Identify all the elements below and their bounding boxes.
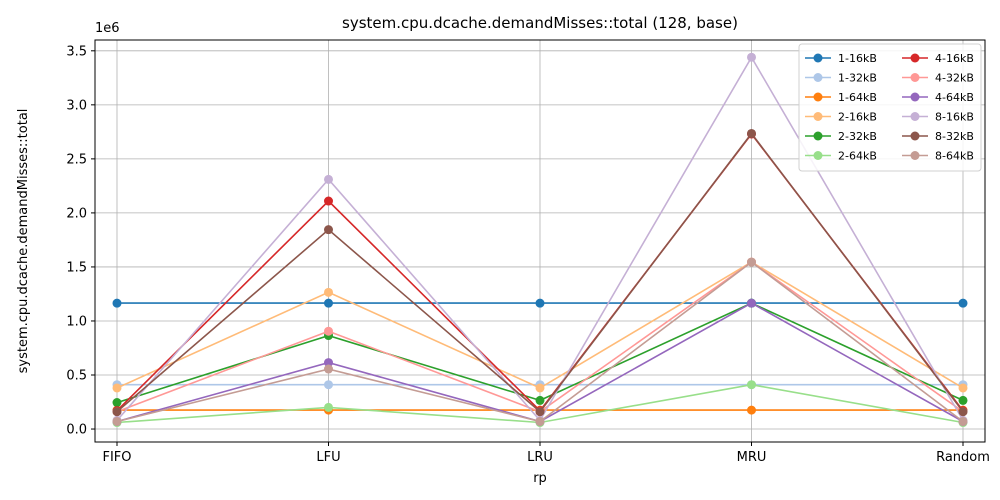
data-point xyxy=(324,298,333,308)
data-point xyxy=(747,405,756,415)
y-tick-label: 3.5 xyxy=(66,44,87,59)
legend-label: 4-64kB xyxy=(935,91,974,104)
data-point xyxy=(958,407,968,417)
series-1-16kB xyxy=(112,298,968,308)
legend-label: 8-64kB xyxy=(935,150,974,163)
x-tick-label: FIFO xyxy=(102,450,131,465)
data-point xyxy=(535,416,545,426)
y-tick-label: 2.0 xyxy=(66,206,87,221)
data-point xyxy=(958,383,968,393)
legend-item: 4-16kB xyxy=(902,52,974,65)
data-point xyxy=(324,196,333,206)
legend-label: 8-32kB xyxy=(935,130,974,143)
chart-title: system.cpu.dcache.demandMisses::total (1… xyxy=(342,14,738,32)
legend-label: 4-32kB xyxy=(935,72,974,85)
data-point xyxy=(958,416,968,426)
legend-item: 2-32kB xyxy=(805,130,877,143)
data-point xyxy=(324,326,333,336)
series-layer xyxy=(112,52,968,428)
legend-item: 1-16kB xyxy=(805,52,877,65)
y-axis-title: system.cpu.dcache.demandMisses::total xyxy=(16,109,31,374)
legend-label: 8-16kB xyxy=(935,111,974,124)
series-8-64kB xyxy=(112,257,968,426)
legend-label: 1-16kB xyxy=(838,52,877,65)
legend-label: 2-64kB xyxy=(838,150,877,163)
y-tick-label: 0.5 xyxy=(66,369,87,384)
legend-swatch-marker xyxy=(813,112,823,121)
x-tick-label: MRU xyxy=(737,450,767,465)
data-point xyxy=(535,395,545,405)
legend-item: 2-16kB xyxy=(805,111,877,124)
legend-item: 4-32kB xyxy=(902,72,974,85)
legend-swatch-marker xyxy=(813,73,823,82)
data-point xyxy=(112,416,122,426)
data-point xyxy=(112,407,122,417)
data-point xyxy=(324,380,333,390)
data-point xyxy=(747,380,756,390)
data-point xyxy=(112,383,122,393)
data-point xyxy=(324,287,333,297)
data-point xyxy=(324,358,333,368)
legend-item: 1-32kB xyxy=(805,72,877,85)
x-tick-label: LFU xyxy=(316,450,340,465)
data-point xyxy=(112,298,122,308)
data-point xyxy=(535,407,545,417)
x-tick-label: Random xyxy=(936,450,990,465)
legend-label: 1-32kB xyxy=(838,72,877,85)
series-8-32kB xyxy=(112,128,968,417)
x-axis-title: rp xyxy=(533,471,547,486)
data-point xyxy=(535,298,545,308)
data-point xyxy=(958,395,968,405)
data-point xyxy=(324,174,333,184)
data-point xyxy=(112,398,122,408)
y-tick-label: 3.0 xyxy=(66,98,87,113)
y-offset-label: 1e6 xyxy=(95,21,120,36)
legend-swatch-marker xyxy=(910,73,920,82)
legend-item: 4-64kB xyxy=(902,91,974,104)
legend-swatch-marker xyxy=(813,151,823,160)
legend-swatch-marker xyxy=(910,151,920,160)
y-tick-label: 1.5 xyxy=(66,260,87,275)
y-tick-label: 2.5 xyxy=(66,152,87,167)
legend-swatch-marker xyxy=(910,131,920,141)
data-point xyxy=(747,298,756,308)
legend-label: 2-32kB xyxy=(838,130,877,143)
data-point xyxy=(535,383,545,393)
y-tick-label: 0.0 xyxy=(66,423,87,438)
legend-item: 8-64kB xyxy=(902,150,974,163)
data-point xyxy=(324,225,333,235)
legend-swatch-marker xyxy=(813,131,823,141)
legend-item: 2-64kB xyxy=(805,150,877,163)
data-point xyxy=(324,364,333,374)
legend-label: 1-64kB xyxy=(838,91,877,104)
legend: 1-16kB 1-32kB 1-64kB 2-16kB 2-32kB 2-64kB 4-16… xyxy=(798,43,982,172)
legend-item: 8-32kB xyxy=(902,130,974,143)
legend-swatch-marker xyxy=(910,112,920,121)
legend-swatch-marker xyxy=(910,92,920,102)
y-tick-label: 1.0 xyxy=(66,314,87,329)
legend-swatch-marker xyxy=(813,92,823,102)
legend-item: 8-16kB xyxy=(902,111,974,124)
data-point xyxy=(747,52,756,62)
legend-swatch-marker xyxy=(813,53,823,63)
legend-box xyxy=(798,43,982,172)
axis-ticks: FIFO LFU LRU MRU Random 0.0 0.5 1.0 1.5 2.0 2.5 3.0… xyxy=(66,44,990,465)
data-point xyxy=(747,257,756,267)
data-point xyxy=(324,402,333,412)
x-tick-label: LRU xyxy=(527,450,553,465)
legend-label: 4-16kB xyxy=(935,52,974,65)
data-point xyxy=(747,128,756,138)
legend-item: 1-64kB xyxy=(805,91,877,104)
legend-label: 2-16kB xyxy=(838,111,877,124)
legend-swatch-marker xyxy=(910,53,920,63)
data-point xyxy=(958,298,968,308)
